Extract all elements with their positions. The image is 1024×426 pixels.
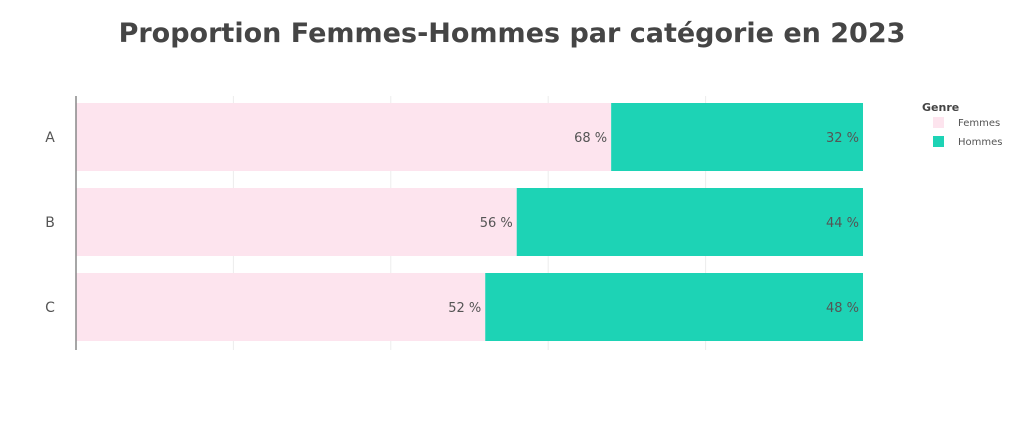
bars-layer: [76, 103, 863, 341]
bar-femmes-a[interactable]: [76, 103, 612, 171]
legend-swatch-femmes[interactable]: [933, 117, 944, 128]
data-label-femmes-a: 68 %: [574, 131, 607, 146]
y-tick-label-c: C: [45, 300, 55, 316]
labels-layer: 68 % 32 % 56 % 44 % 52 % 48 %: [448, 131, 859, 316]
legend-title: Genre: [922, 101, 959, 114]
bar-hommes-c[interactable]: [485, 273, 863, 341]
data-label-femmes-b: 56 %: [480, 216, 513, 231]
axis-layer: A B C: [45, 96, 77, 350]
data-label-femmes-c: 52 %: [448, 301, 481, 316]
data-label-hommes-c: 48 %: [826, 301, 859, 316]
y-tick-label-a: A: [45, 130, 55, 146]
y-tick-label-b: B: [45, 215, 55, 231]
data-label-hommes-b: 44 %: [826, 216, 859, 231]
bar-femmes-b[interactable]: [76, 188, 517, 256]
chart-title: Proportion Femmes-Hommes par catégorie e…: [118, 18, 906, 49]
bar-hommes-b[interactable]: [516, 188, 863, 256]
legend-label-hommes[interactable]: Hommes: [958, 137, 1002, 148]
bar-hommes-a[interactable]: [611, 103, 863, 171]
data-label-hommes-a: 32 %: [826, 131, 859, 146]
legend[interactable]: Genre Femmes Hommes: [922, 101, 1002, 148]
legend-label-femmes[interactable]: Femmes: [958, 118, 1000, 129]
legend-swatch-hommes[interactable]: [933, 136, 944, 147]
bar-femmes-c[interactable]: [76, 273, 486, 341]
